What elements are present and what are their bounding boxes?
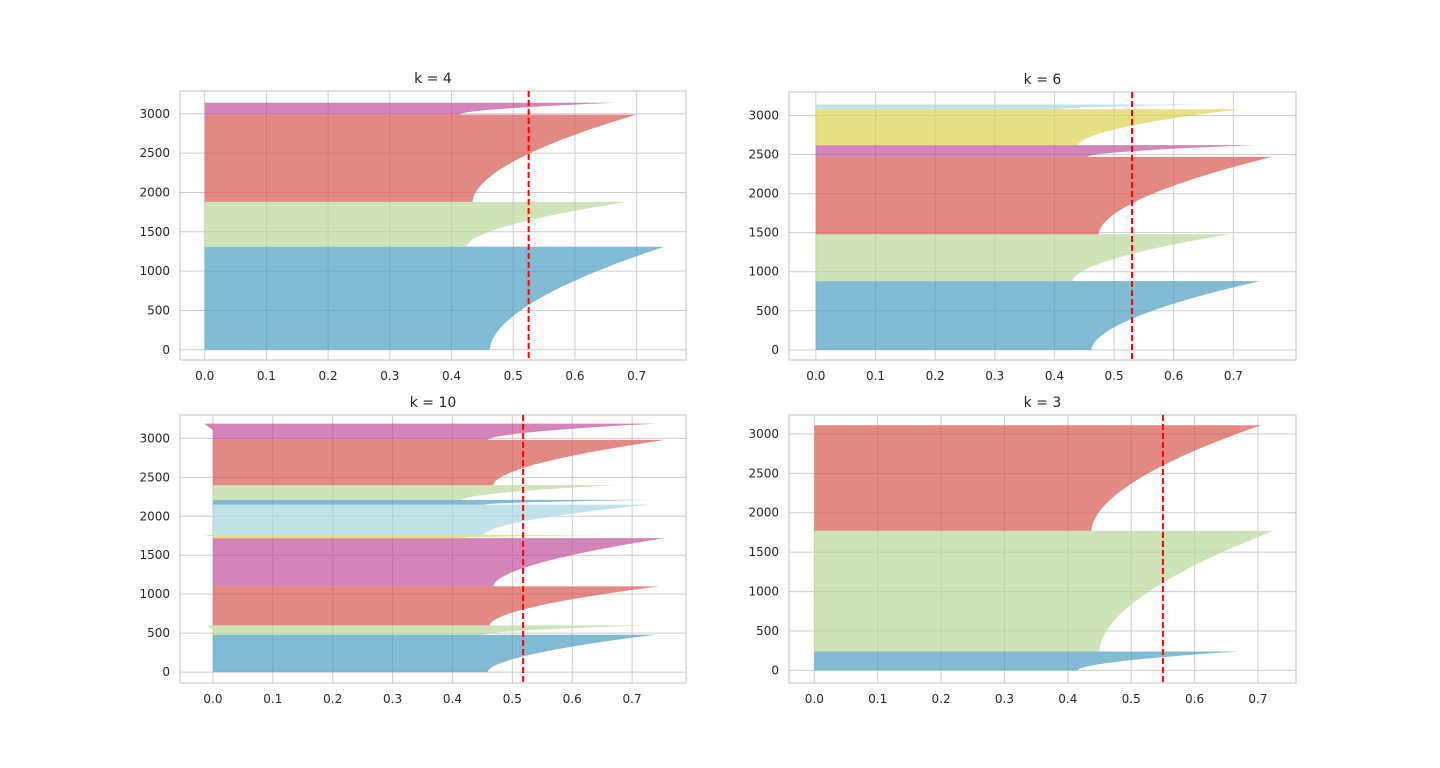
cluster-2-silhouette xyxy=(212,586,660,626)
y-tick-label: 1000 xyxy=(139,264,170,278)
cluster-0-silhouette xyxy=(815,281,1261,350)
x-tick-label: 0.5 xyxy=(1122,692,1141,706)
x-tick-label: 0.4 xyxy=(1045,369,1064,383)
x-tick-label: 0.2 xyxy=(319,369,338,383)
x-tick-label: 0.4 xyxy=(443,692,462,706)
y-tick-label: 500 xyxy=(147,303,170,317)
y-tick-label: 1500 xyxy=(748,226,779,240)
y-tick-label: 3000 xyxy=(748,108,779,122)
y-tick-label: 500 xyxy=(147,626,170,640)
y-tick-label: 1000 xyxy=(139,587,170,601)
x-tick-label: 0.7 xyxy=(623,692,642,706)
cluster-0-silhouette xyxy=(212,634,657,673)
y-tick-label: 2500 xyxy=(748,148,779,162)
cluster-7-silhouette xyxy=(212,485,615,500)
x-tick-label: 0.1 xyxy=(257,369,276,383)
y-tick-label: 2000 xyxy=(748,187,779,201)
x-tick-label: 0.7 xyxy=(1224,369,1243,383)
chart-title: k = 3 xyxy=(1024,395,1062,411)
chart-title: k = 6 xyxy=(1024,72,1062,88)
x-tick-label: 0.0 xyxy=(195,369,214,383)
x-tick-label: 0.5 xyxy=(503,692,522,706)
y-tick-label: 0 xyxy=(771,343,779,357)
x-tick-label: 0.2 xyxy=(323,692,342,706)
y-tick-label: 500 xyxy=(756,624,779,638)
chart-title: k = 4 xyxy=(414,71,452,87)
cluster-6-silhouette xyxy=(212,499,651,505)
y-tick-label: 2500 xyxy=(139,470,170,484)
x-tick-label: 0.7 xyxy=(1248,692,1267,706)
cluster-0-silhouette xyxy=(814,651,1239,671)
x-tick-label: 0.1 xyxy=(868,692,887,706)
y-tick-label: 1500 xyxy=(139,225,170,239)
panel-k6: 0.0 0.1 0.2 0.3 0.4 0.5 0.6 0.7 0 500 1000 1500 2000… xyxy=(748,72,1297,383)
x-tick-label: 0.1 xyxy=(866,369,885,383)
cluster-8-silhouette xyxy=(212,439,666,486)
cluster-3-silhouette xyxy=(212,538,666,587)
panel-k3: 0.0 0.1 0.2 0.3 0.4 0.5 0.6 0.7 0 500 1000 1500 2000… xyxy=(748,395,1297,706)
x-tick-label: 0.0 xyxy=(805,692,824,706)
x-tick-label: 0.6 xyxy=(1185,692,1204,706)
x-tick-label: 0.6 xyxy=(563,692,582,706)
cluster-2-silhouette xyxy=(815,156,1273,235)
x-tick-label: 0.5 xyxy=(1105,369,1124,383)
cluster-1-silhouette xyxy=(815,234,1231,282)
cluster-0-silhouette xyxy=(204,246,665,350)
x-tick-label: 0.3 xyxy=(995,692,1014,706)
cluster-3-silhouette xyxy=(204,102,616,115)
cluster-1-silhouette xyxy=(814,530,1274,652)
y-tick-label: 3000 xyxy=(139,431,170,445)
y-tick-label: 0 xyxy=(162,343,170,357)
x-tick-label: 0.5 xyxy=(504,369,523,383)
x-tick-label: 0.0 xyxy=(203,692,222,706)
cluster-4-silhouette xyxy=(815,109,1240,146)
panel-k10: 0.0 0.1 0.2 0.3 0.4 0.5 0.6 0.7 0 500 1000 1500 2000… xyxy=(139,395,687,706)
cluster-9-silhouette xyxy=(203,423,657,440)
y-tick-label: 2500 xyxy=(139,146,170,160)
y-tick-label: 1500 xyxy=(748,545,779,559)
y-tick-label: 3000 xyxy=(748,427,779,441)
y-tick-label: 500 xyxy=(756,304,779,318)
y-tick-label: 1000 xyxy=(748,585,779,599)
x-tick-label: 0.1 xyxy=(263,692,282,706)
cluster-5-silhouette xyxy=(212,504,651,535)
y-tick-label: 0 xyxy=(162,665,170,679)
x-tick-label: 0.6 xyxy=(565,369,584,383)
x-tick-label: 0.7 xyxy=(627,369,646,383)
x-tick-label: 0.2 xyxy=(926,369,945,383)
y-tick-label: 2500 xyxy=(748,466,779,480)
y-tick-label: 3000 xyxy=(139,107,170,121)
y-tick-label: 0 xyxy=(771,663,779,677)
cluster-5-silhouette xyxy=(815,104,1210,110)
cluster-3-silhouette xyxy=(815,145,1255,157)
x-tick-label: 0.3 xyxy=(383,692,402,706)
cluster-2-silhouette xyxy=(814,425,1262,531)
cluster-1-silhouette xyxy=(204,201,628,247)
x-tick-label: 0.4 xyxy=(442,369,461,383)
x-tick-label: 0.6 xyxy=(1164,369,1183,383)
y-tick-label: 2000 xyxy=(139,509,170,523)
cluster-4-silhouette xyxy=(203,534,609,539)
x-tick-label: 0.2 xyxy=(932,692,951,706)
x-tick-label: 0.3 xyxy=(985,369,1004,383)
chart-title: k = 10 xyxy=(410,395,457,411)
x-tick-label: 0.0 xyxy=(806,369,825,383)
x-tick-label: 0.4 xyxy=(1058,692,1077,706)
cluster-1-silhouette xyxy=(206,625,651,635)
y-tick-label: 2000 xyxy=(139,185,170,199)
y-tick-label: 1500 xyxy=(139,548,170,562)
y-tick-label: 1000 xyxy=(748,265,779,279)
y-tick-label: 2000 xyxy=(748,506,779,520)
panel-k4: 0.0 0.1 0.2 0.3 0.4 0.5 0.6 0.7 0 500 1000 1500 2000… xyxy=(139,71,687,383)
x-tick-label: 0.3 xyxy=(380,369,399,383)
